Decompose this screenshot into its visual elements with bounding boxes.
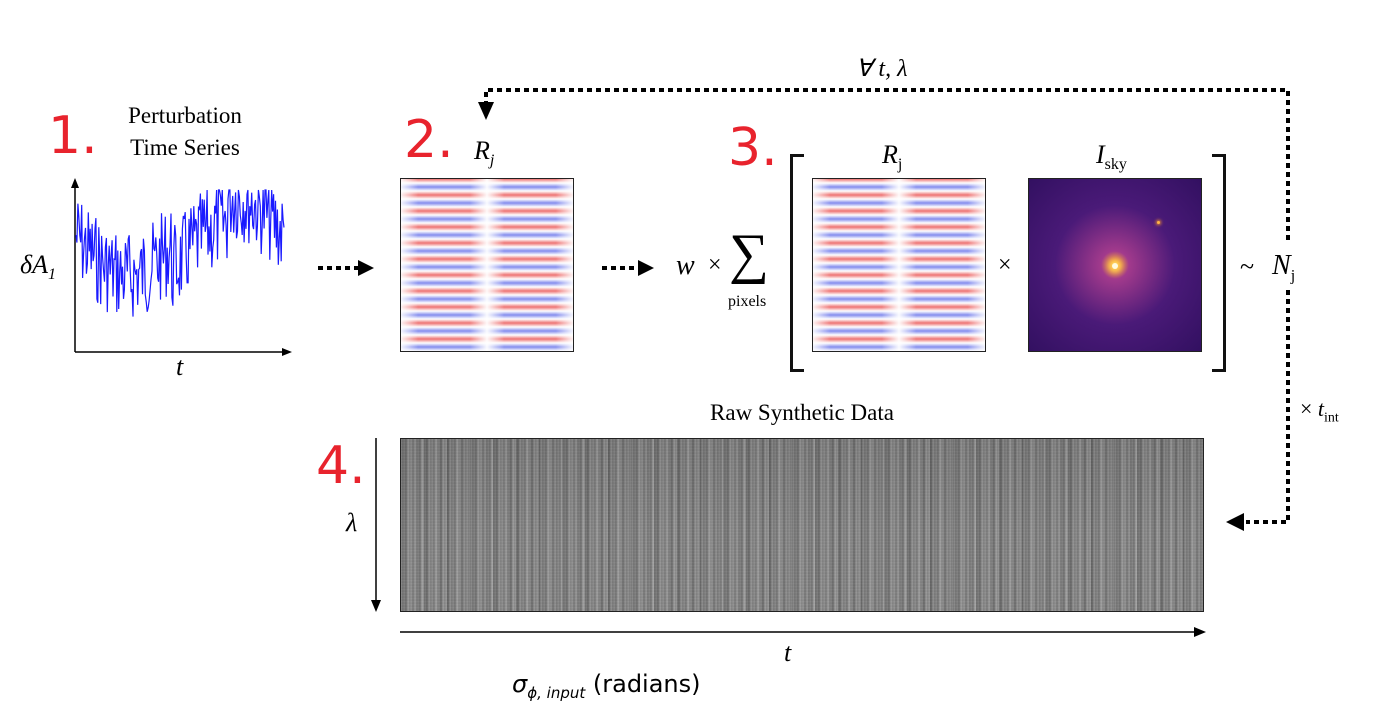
panel1-timeseries-line	[75, 189, 285, 317]
panel3-sky-label-sub: sky	[1104, 156, 1127, 174]
sky-star-faint	[1157, 221, 1160, 224]
panel1-caption-line1: Perturbation	[128, 103, 242, 128]
footer-sigma: σ	[512, 670, 528, 698]
panel3-mult: ×	[998, 252, 1012, 278]
right-bracket	[1212, 154, 1226, 372]
footer-sigma-sub: ϕ, input	[527, 683, 586, 702]
panel3-sky-label: Isky	[1096, 140, 1127, 174]
panel1-caption-line2: Time Series	[130, 135, 240, 161]
panel3-r-label-text: R	[882, 140, 898, 169]
footer-label: σϕ, input (radians)	[512, 670, 701, 702]
tint-times: ×	[1300, 396, 1313, 421]
panel4-y-label: λ	[346, 508, 358, 537]
arrow-1-to-2	[318, 260, 374, 276]
tint-label: × tint	[1298, 396, 1341, 427]
panel1-y-label: δA1	[20, 250, 56, 284]
step-2-number: 2.	[404, 110, 454, 170]
left-bracket	[790, 154, 804, 372]
panel1-y-axis-arrow	[71, 178, 79, 188]
arrow-2-to-3	[602, 260, 654, 276]
panel1-x-label: t	[176, 352, 184, 381]
panel3-n-label-sub: j	[1290, 267, 1296, 285]
panel3-r-label: Rj	[882, 140, 902, 174]
panel2-label: Rj	[474, 136, 494, 170]
panel1-caption: Perturbation Time Series	[100, 100, 270, 164]
step-4-number: 4.	[316, 436, 366, 496]
tint-sub: int	[1324, 410, 1339, 426]
panel1-x-axis-arrow	[282, 348, 292, 356]
panel4-x-axis	[400, 627, 1206, 637]
panel4-x-label: t	[784, 638, 792, 667]
loop-label: ∀ t, λ	[856, 56, 908, 82]
panel2-label-text: R	[474, 136, 490, 165]
panel3-approx: ~	[1240, 252, 1255, 281]
panel3-n-label-text: N	[1272, 250, 1291, 281]
panel1-y-label-sub: 1	[47, 266, 56, 284]
panel3-sum-under: pixels	[728, 293, 767, 310]
panel3-sky-label-text: I	[1096, 140, 1105, 169]
footer-units: (radians)	[592, 670, 701, 698]
sky-star-bright	[1112, 263, 1118, 269]
panel4-y-axis	[371, 438, 381, 612]
step-3-number: 3.	[728, 118, 778, 178]
panel4-data-image	[400, 438, 1204, 612]
step-1-number: 1.	[48, 106, 98, 166]
panel3-r-label-sub: j	[897, 156, 903, 174]
panel3-times: ×	[708, 252, 722, 278]
panel2-fringe-image	[400, 178, 574, 352]
arrow-3-to-4	[1226, 290, 1290, 531]
tint-t: t	[1317, 396, 1325, 421]
panel1-y-label-text: δA	[20, 250, 48, 279]
panel2-label-sub: j	[489, 152, 495, 170]
panel3-weight: w	[676, 250, 695, 281]
panel1-timeseries-plot	[71, 178, 292, 356]
loop-arrow	[478, 88, 1290, 240]
panel3-sky-image	[1028, 178, 1202, 352]
panel3-fringe-image	[812, 178, 986, 352]
panel3-n-label: Nj	[1272, 250, 1295, 286]
panel3-sum-symbol: ∑	[729, 223, 769, 285]
panel4-title: Raw Synthetic Data	[710, 400, 894, 425]
